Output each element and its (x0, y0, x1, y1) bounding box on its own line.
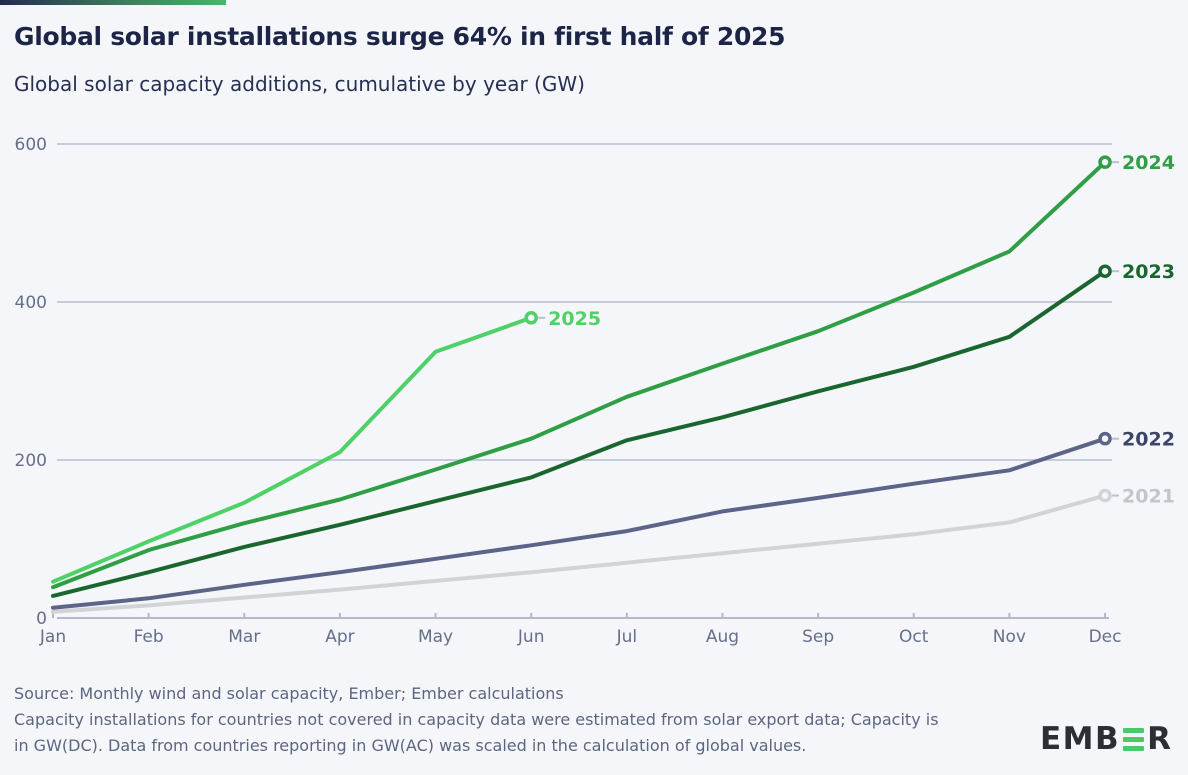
series-label-2025: 2025 (548, 308, 601, 330)
chart-title: Global solar installations surge 64% in … (14, 22, 786, 51)
y-tick-label: 200 (15, 451, 47, 471)
x-tick-label: Dec (1089, 627, 1122, 647)
series-label-2023: 2023 (1122, 261, 1175, 283)
line-2022 (51, 436, 1107, 610)
x-tick-label: May (418, 627, 453, 647)
series-label-2024: 2024 (1122, 152, 1175, 174)
x-tick-label: Sep (802, 627, 834, 647)
x-tick-label: Mar (228, 627, 260, 647)
x-tick-label: Nov (993, 627, 1026, 647)
chart-subtitle: Global solar capacity additions, cumulat… (14, 72, 585, 96)
solar-line-chart: 0 200 400 600 Jan Feb Mar Apr May Jun Jul Aug Sep Oct… (15, 135, 1175, 647)
logo-text-suffix: R (1147, 721, 1173, 757)
line-2024 (51, 160, 1107, 590)
y-tick-label: 0 (36, 609, 47, 629)
end-marker-2021 (1098, 488, 1112, 503)
ember-logo: EMB R (1040, 724, 1173, 755)
logo-text-prefix: EMB (1040, 721, 1121, 757)
y-tick-label: 600 (15, 135, 47, 155)
end-marker-2023 (1098, 264, 1112, 278)
chart-area: 0 200 400 600 Jan Feb Mar Apr May Jun Jul Aug Sep Oct… (0, 128, 1188, 668)
x-tick-label: Jan (39, 627, 66, 647)
source-line: Source: Monthly wind and solar capacity,… (14, 684, 564, 703)
y-tick-label: 400 (15, 293, 47, 313)
x-tick-label: Apr (325, 627, 354, 647)
line-2023 (51, 269, 1107, 598)
series-label-2021: 2021 (1122, 486, 1175, 508)
note-line: in GW(DC). Data from countries reporting… (14, 736, 807, 755)
brand-accent-bar (0, 0, 226, 5)
series-label-2022: 2022 (1122, 429, 1175, 451)
source-note: Source: Monthly wind and solar capacity,… (14, 681, 939, 759)
line-2025 (51, 315, 534, 584)
end-marker-2025 (524, 311, 538, 325)
x-tick-label: Oct (899, 627, 929, 647)
x-tick-label: Jun (517, 627, 545, 647)
x-tick-label: Aug (706, 627, 739, 647)
logo-e-bars-icon (1123, 728, 1145, 751)
end-marker-2024 (1098, 155, 1112, 169)
line-2021 (51, 493, 1107, 614)
x-tick-label: Jul (616, 627, 638, 647)
note-line: Capacity installations for countries not… (14, 710, 939, 729)
end-marker-2022 (1098, 431, 1112, 446)
x-tick-label: Feb (134, 627, 164, 647)
